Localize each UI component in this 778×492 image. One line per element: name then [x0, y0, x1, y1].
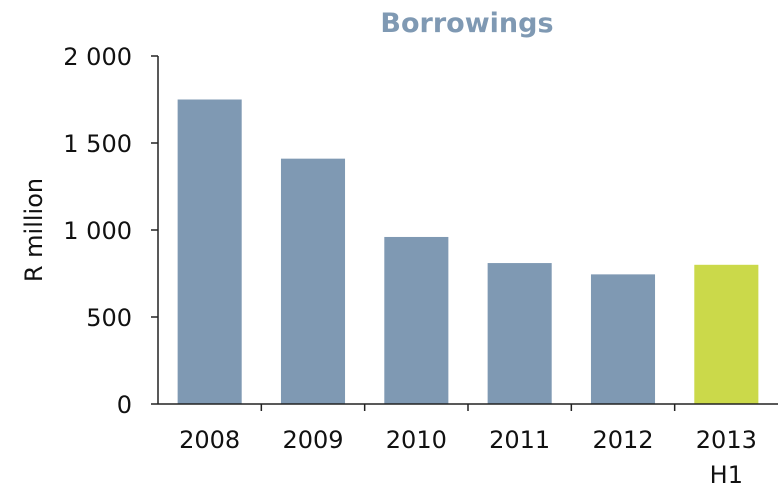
y-tick-label: 1 000 [63, 217, 132, 245]
bar-2012 [590, 274, 656, 404]
y-tick-label: 0 [117, 391, 132, 419]
y-tick-label: 2 000 [63, 43, 132, 71]
x-tick-label: 2012 [592, 426, 653, 454]
x-tick-label: 2013 [696, 426, 757, 454]
chart-title: Borrowings [380, 8, 553, 39]
y-tick-label: 1 500 [63, 130, 132, 158]
x-tick-label-line2: H1 [710, 461, 743, 489]
x-tick-label: 2010 [386, 426, 447, 454]
y-axis-label: R million [20, 178, 48, 282]
bar-2010 [384, 236, 449, 404]
x-tick-label: 2008 [179, 426, 240, 454]
bar-2011 [487, 263, 552, 404]
bar-2013-H1 [694, 264, 759, 404]
bar-2008 [177, 99, 242, 404]
x-tick-label: 2011 [489, 426, 550, 454]
y-tick-label: 500 [86, 304, 132, 332]
bar-2009 [280, 158, 346, 404]
x-tick-label: 2009 [282, 426, 343, 454]
